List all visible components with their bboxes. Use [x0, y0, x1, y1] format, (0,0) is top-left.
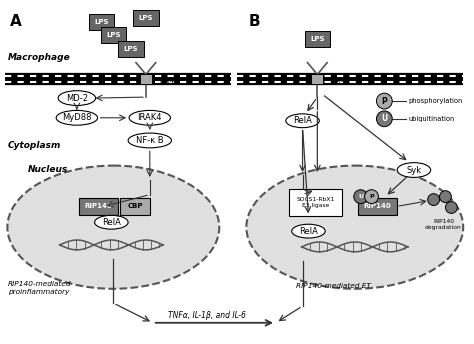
FancyBboxPatch shape: [120, 198, 150, 215]
Text: CBP: CBP: [127, 204, 143, 209]
Text: Macrophage: Macrophage: [8, 53, 71, 62]
Text: NF-κ B: NF-κ B: [136, 136, 164, 145]
Text: Syk: Syk: [406, 165, 421, 174]
Text: RelA: RelA: [293, 116, 312, 125]
Text: LPS: LPS: [138, 15, 153, 21]
Ellipse shape: [286, 114, 319, 128]
Text: TLR4: TLR4: [330, 79, 346, 84]
FancyBboxPatch shape: [79, 198, 118, 215]
FancyBboxPatch shape: [289, 189, 342, 216]
Text: LPS: LPS: [94, 19, 109, 25]
Text: SOCS1-RbX1
E3 ligase: SOCS1-RbX1 E3 ligase: [296, 197, 335, 208]
FancyBboxPatch shape: [304, 31, 330, 47]
Text: MyD88: MyD88: [62, 113, 91, 122]
Text: phosphorylation: phosphorylation: [408, 98, 462, 104]
Circle shape: [365, 190, 378, 204]
Ellipse shape: [95, 215, 128, 229]
Ellipse shape: [129, 110, 171, 125]
Text: B: B: [248, 14, 260, 29]
Text: Cytoplasm: Cytoplasm: [8, 141, 61, 150]
Text: RelA: RelA: [102, 218, 121, 227]
Text: RelA: RelA: [299, 227, 318, 236]
Ellipse shape: [128, 133, 172, 148]
Circle shape: [428, 194, 439, 205]
Text: LPS: LPS: [124, 46, 138, 52]
FancyBboxPatch shape: [100, 27, 126, 43]
FancyBboxPatch shape: [311, 74, 323, 84]
FancyBboxPatch shape: [140, 74, 152, 84]
Text: LPS: LPS: [310, 36, 325, 42]
Text: LPS: LPS: [106, 32, 120, 38]
FancyBboxPatch shape: [358, 197, 397, 215]
Circle shape: [376, 111, 392, 127]
Text: P: P: [369, 194, 374, 199]
Ellipse shape: [56, 110, 98, 125]
Circle shape: [446, 202, 457, 213]
Text: Nucleus: Nucleus: [27, 165, 68, 174]
Text: A: A: [10, 14, 22, 29]
Text: RIP140: RIP140: [364, 204, 392, 209]
Text: U: U: [381, 114, 387, 123]
Text: RIP140-mediated ET: RIP140-mediated ET: [296, 283, 371, 289]
Text: U: U: [358, 194, 363, 199]
FancyBboxPatch shape: [89, 14, 114, 30]
Circle shape: [354, 190, 368, 204]
FancyBboxPatch shape: [133, 10, 159, 26]
Text: RIP140-mediated
proinflammatory: RIP140-mediated proinflammatory: [8, 281, 71, 294]
Text: TNFα, IL-1β, and IL-6: TNFα, IL-1β, and IL-6: [168, 311, 246, 320]
Ellipse shape: [8, 165, 219, 289]
Text: IRAK4: IRAK4: [137, 113, 162, 122]
Circle shape: [439, 191, 451, 203]
Text: TLR4: TLR4: [159, 79, 174, 84]
Circle shape: [376, 93, 392, 109]
Text: MD-2: MD-2: [66, 94, 88, 103]
Ellipse shape: [397, 163, 431, 178]
Text: RIP140: RIP140: [85, 204, 112, 209]
Ellipse shape: [246, 165, 463, 289]
FancyBboxPatch shape: [118, 41, 144, 57]
Ellipse shape: [292, 224, 325, 238]
Text: RIP140
degradation: RIP140 degradation: [425, 219, 462, 230]
Ellipse shape: [58, 91, 96, 106]
Text: ubiquitination: ubiquitination: [408, 116, 454, 122]
Text: P: P: [382, 97, 387, 106]
